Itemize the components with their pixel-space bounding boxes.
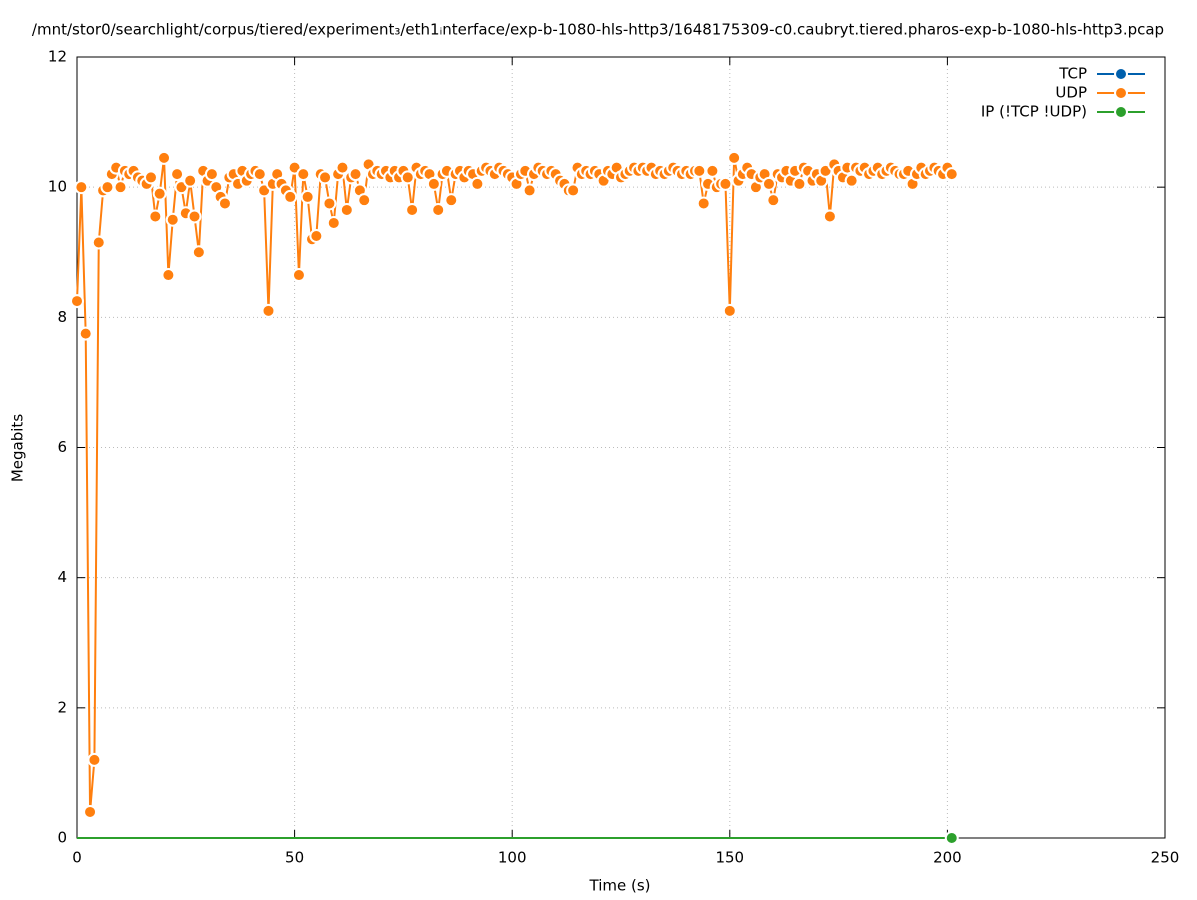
data-point	[431, 202, 446, 217]
data-point	[87, 752, 102, 767]
x-tick-label: 250	[1151, 849, 1180, 867]
x-tick-label: 100	[498, 849, 527, 867]
x-axis-label: Time (s)	[589, 877, 651, 895]
y-tick-label: 0	[57, 829, 67, 847]
data-point	[470, 176, 485, 191]
y-tick-label: 10	[48, 178, 67, 196]
data-point	[309, 228, 324, 243]
legend-label: TCP	[1058, 65, 1087, 83]
data-point	[191, 245, 206, 260]
legend-point	[1114, 86, 1128, 100]
data-point	[357, 193, 372, 208]
x-tick-label: 0	[72, 849, 82, 867]
data-point	[217, 196, 232, 211]
data-point	[183, 173, 198, 188]
data-point	[727, 150, 742, 165]
data-point	[400, 170, 415, 185]
data-point	[261, 303, 276, 318]
y-tick-label: 12	[48, 48, 67, 66]
data-point	[78, 326, 93, 341]
data-point	[157, 150, 172, 165]
data-point	[339, 202, 354, 217]
data-point	[322, 196, 337, 211]
x-tick-label: 50	[285, 849, 304, 867]
data-point	[187, 209, 202, 224]
data-point	[74, 180, 89, 195]
data-point	[722, 303, 737, 318]
legend-label: UDP	[1055, 84, 1087, 102]
data-point	[161, 268, 176, 283]
data-point	[113, 180, 128, 195]
data-point	[91, 235, 106, 250]
data-point	[405, 202, 420, 217]
data-point	[444, 193, 459, 208]
data-point	[705, 163, 720, 178]
y-axis-label: Megabits	[9, 414, 27, 482]
data-point	[252, 167, 267, 182]
legend-label: IP (!TCP !UDP)	[981, 103, 1087, 121]
x-tick-label: 200	[933, 849, 962, 867]
data-point	[766, 193, 781, 208]
data-point	[300, 189, 315, 204]
data-point	[335, 160, 350, 175]
y-tick-label: 2	[57, 698, 67, 716]
data-point	[522, 183, 537, 198]
data-point	[143, 170, 158, 185]
data-point	[165, 212, 180, 227]
data-point	[348, 167, 363, 182]
data-point	[792, 176, 807, 191]
data-point	[944, 167, 959, 182]
data-point	[822, 209, 837, 224]
data-point	[326, 215, 341, 230]
data-point	[696, 196, 711, 211]
y-tick-label: 6	[57, 438, 67, 456]
data-point	[566, 183, 581, 198]
series-line	[76, 157, 953, 813]
data-point	[70, 294, 84, 309]
data-point	[83, 804, 98, 819]
data-point	[692, 163, 707, 178]
data-point	[296, 167, 311, 182]
legend-point	[1114, 67, 1128, 81]
y-tick-label: 8	[57, 308, 67, 326]
data-point	[761, 176, 776, 191]
chart-title: /mnt/stor0/searchlight/corpus/tiered/exp…	[32, 21, 1164, 39]
data-point	[152, 186, 167, 201]
data-point	[944, 831, 959, 845]
x-tick-label: 150	[715, 849, 744, 867]
data-point	[718, 176, 733, 191]
y-tick-label: 4	[57, 568, 67, 586]
data-point	[318, 170, 333, 185]
data-point	[204, 167, 219, 182]
data-point	[283, 189, 298, 204]
data-point	[291, 268, 306, 283]
data-point	[100, 180, 115, 195]
legend-point	[1114, 105, 1128, 119]
data-point	[844, 173, 859, 188]
data-point	[426, 176, 441, 191]
data-point	[148, 209, 163, 224]
data-point	[170, 167, 185, 182]
